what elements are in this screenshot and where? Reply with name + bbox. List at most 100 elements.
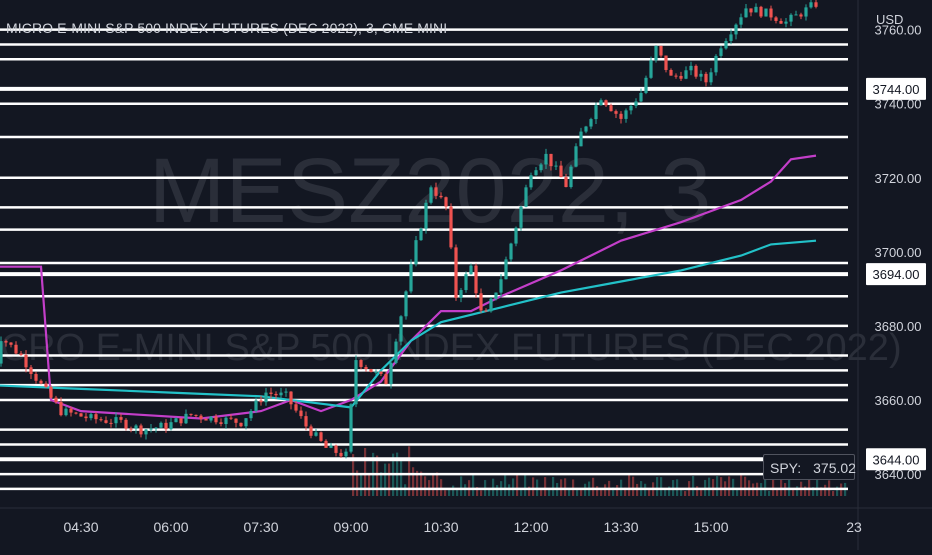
volume-bar — [580, 489, 583, 496]
candle-body — [599, 100, 603, 106]
candle-body — [414, 240, 418, 265]
time-tick-label: 07:30 — [243, 519, 278, 535]
candle-body — [319, 432, 323, 441]
candle-body — [254, 400, 258, 411]
volume-bar — [568, 489, 571, 496]
volume-bar — [796, 486, 799, 496]
volume-bar — [600, 489, 603, 496]
price-tag-box — [866, 77, 926, 100]
candle-body — [769, 8, 773, 18]
watermark-description: MICRO E-MINI S&P 500 INDEX FUTURES (DEC … — [0, 327, 902, 369]
candle-body — [704, 73, 708, 83]
candle-body — [564, 177, 568, 188]
volume-bar — [496, 485, 499, 496]
candle-body — [809, 2, 813, 8]
price-axis[interactable]: 3640.00 3660.00 3680.00 3700.00 3720.00 3740.… — [857, 0, 922, 550]
candle-body — [479, 293, 483, 311]
volume-bar — [736, 489, 739, 496]
price-tag-box — [866, 263, 926, 286]
volume-bar — [540, 489, 543, 496]
volume-bar — [668, 486, 671, 496]
volume-bar — [720, 477, 723, 496]
candle-body — [359, 360, 363, 367]
time-tick-label: 04:30 — [63, 519, 98, 535]
volume-bar — [416, 470, 419, 496]
volume-bar — [808, 477, 811, 496]
candle-body — [434, 187, 438, 196]
candle-body — [559, 165, 563, 178]
volume-bar — [516, 473, 519, 496]
volume-bar — [632, 476, 635, 496]
candle-body — [244, 418, 248, 427]
candle-body — [229, 417, 233, 419]
volume-bar — [696, 486, 699, 496]
volume-bar — [628, 473, 631, 496]
volume-bar — [388, 463, 391, 496]
candle-body — [344, 451, 348, 457]
candle-body — [579, 131, 583, 147]
volume-bar — [412, 467, 415, 496]
candle-body — [774, 17, 778, 21]
candle-body — [804, 7, 808, 17]
candle-body — [44, 383, 48, 387]
candle-body — [524, 187, 528, 207]
candle-body — [449, 206, 453, 248]
candle-body — [664, 55, 668, 70]
candle-body — [469, 265, 473, 275]
candle-body — [754, 6, 758, 13]
volume-bar — [376, 455, 379, 496]
volume-bar — [460, 476, 463, 496]
volume-bar — [504, 475, 507, 496]
candle-body — [109, 422, 113, 424]
currency-label: USD — [876, 12, 904, 27]
candle-body — [694, 65, 698, 77]
candle-body — [184, 413, 188, 424]
candle-body — [239, 422, 243, 427]
candle-body — [289, 391, 293, 405]
symbol-title[interactable]: MICRO E-MINI S&P 500 INDEX FUTURES (DEC … — [6, 20, 448, 36]
candle-body — [439, 195, 443, 198]
candle-body — [114, 417, 118, 424]
volume-bar — [684, 491, 687, 496]
volume-bar — [820, 487, 823, 496]
candle-body — [179, 418, 183, 424]
candle-body — [94, 414, 98, 420]
candle-body — [549, 153, 553, 167]
candle-body — [349, 404, 353, 452]
candle-body — [264, 392, 268, 403]
candle-body — [89, 414, 93, 419]
candle-body — [404, 291, 408, 317]
volume-bar — [444, 490, 447, 496]
candle-body — [59, 402, 63, 416]
candle-body — [739, 17, 743, 25]
candle-body — [334, 445, 338, 453]
volume-bar — [732, 478, 735, 496]
candle-body — [634, 101, 638, 106]
candle-body — [699, 73, 703, 77]
spy-label-value: 375.02 — [813, 460, 856, 476]
volume-bar — [708, 477, 711, 496]
volume-bar — [528, 486, 531, 496]
price-tag-label: 3694.00 — [873, 267, 920, 282]
candle-body — [214, 416, 218, 423]
candle-body — [379, 371, 383, 374]
spy-price-label: SPY: 375.02 — [763, 454, 856, 480]
candle-body — [274, 393, 278, 396]
candles — [0, 0, 818, 459]
candle-body — [329, 445, 333, 448]
candle-body — [219, 422, 223, 424]
candle-body — [309, 426, 313, 436]
volume-bar — [368, 473, 371, 496]
candle-body — [719, 48, 723, 56]
price-tags: 3744.00 3694.00 3644.00 — [866, 77, 926, 471]
volume-bar — [604, 484, 607, 496]
candle-body — [204, 418, 208, 421]
candle-body — [4, 341, 8, 343]
candle-body — [64, 408, 68, 416]
candle-body — [9, 342, 13, 345]
time-axis[interactable]: 04:30 06:00 07:30 09:00 10:30 12:00 13:30 15:00… — [0, 507, 932, 535]
price-tag-box — [866, 448, 926, 471]
candle-body — [339, 452, 343, 457]
